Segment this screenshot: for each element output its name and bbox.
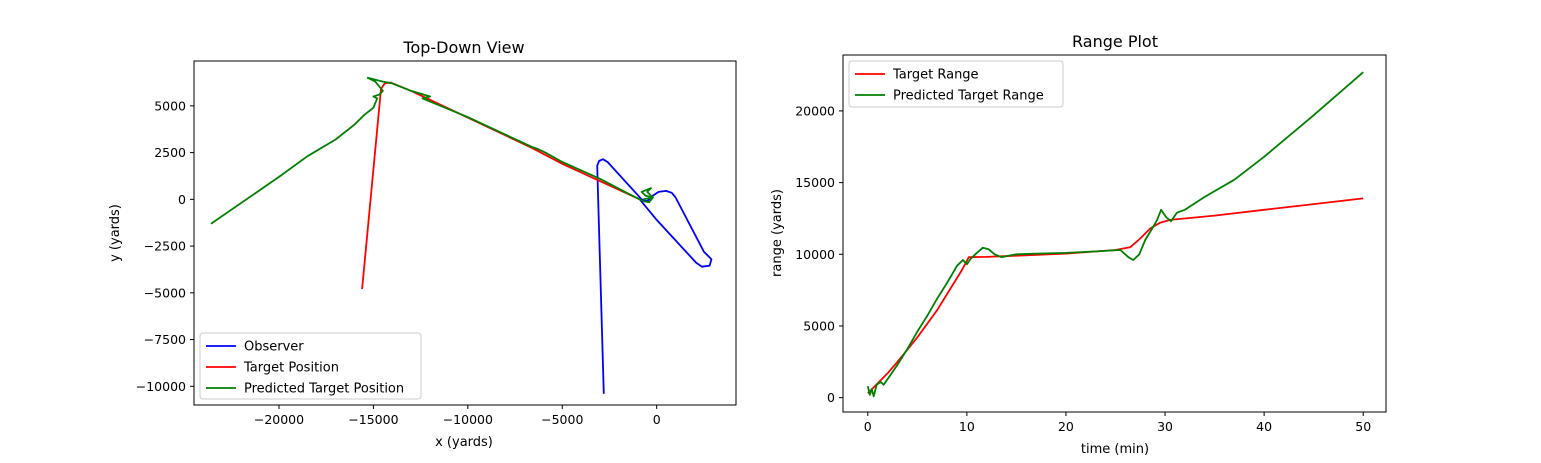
y-axis-label: range (yards) bbox=[770, 189, 785, 277]
legend-label: Predicted Target Position bbox=[244, 382, 404, 397]
y-tick-label: 0 bbox=[178, 192, 186, 207]
y-tick-label: −10000 bbox=[136, 379, 186, 394]
y-tick-label: 2500 bbox=[154, 145, 186, 160]
x-tick-label: −20000 bbox=[254, 412, 304, 427]
y-tick-label: 20000 bbox=[795, 103, 835, 118]
y-tick-label: 15000 bbox=[795, 175, 835, 190]
x-axis-label: x (yards) bbox=[435, 435, 493, 450]
x-tick-label: 10 bbox=[959, 419, 975, 434]
y-tick-label: −5000 bbox=[144, 285, 186, 300]
series-line bbox=[866, 71, 1364, 398]
y-tick-label: −7500 bbox=[144, 332, 186, 347]
x-tick-label: 30 bbox=[1157, 419, 1173, 434]
x-tick-label: 40 bbox=[1256, 419, 1272, 434]
chart-title: Range Plot bbox=[1072, 32, 1158, 51]
legend-label: Predicted Target Range bbox=[893, 89, 1044, 104]
y-tick-label: −2500 bbox=[144, 239, 186, 254]
y-tick-label: 5000 bbox=[154, 98, 186, 113]
plot-frame bbox=[842, 54, 1387, 413]
legend-box bbox=[199, 332, 422, 400]
series-layer bbox=[210, 76, 713, 394]
ticks-layer: 0 10 20 30 40 50 0 5000 10000 15000 20000 bbox=[795, 103, 1371, 434]
series-line bbox=[596, 158, 713, 394]
y-tick-label: 5000 bbox=[803, 318, 835, 333]
legend: Target Range Predicted Target Range bbox=[848, 60, 1064, 108]
x-tick-label: −15000 bbox=[348, 412, 398, 427]
x-tick-label: 0 bbox=[864, 419, 872, 434]
series-layer bbox=[866, 71, 1364, 398]
chart-title: Top-Down View bbox=[402, 38, 524, 57]
plot-frame bbox=[193, 60, 737, 406]
series-line bbox=[867, 197, 1364, 395]
x-tick-label: 0 bbox=[653, 412, 661, 427]
x-tick-label: −10000 bbox=[443, 412, 493, 427]
top-down-chart: Top-Down View −20000 −15000 −10000 −5000 0 −1… bbox=[108, 38, 737, 450]
y-tick-label: 10000 bbox=[795, 247, 835, 262]
x-axis-label: time (min) bbox=[1081, 442, 1149, 457]
y-tick-label: 0 bbox=[827, 390, 835, 405]
ticks-layer: −20000 −15000 −10000 −5000 0 −10000 −7500 −5000… bbox=[136, 98, 661, 427]
legend-box bbox=[848, 60, 1064, 108]
legend-label: Target Position bbox=[243, 361, 339, 376]
x-tick-label: −5000 bbox=[541, 412, 583, 427]
legend: Observer Target Position Predicted Target … bbox=[199, 332, 422, 400]
x-tick-label: 50 bbox=[1355, 419, 1371, 434]
legend-label: Observer bbox=[244, 340, 304, 355]
legend-label: Target Range bbox=[892, 68, 979, 83]
range-chart: Range Plot 0 10 20 30 40 50 0 5000 10000 15000 200… bbox=[770, 32, 1387, 457]
series-line bbox=[210, 76, 654, 225]
x-tick-label: 20 bbox=[1058, 419, 1074, 434]
y-axis-label: y (yards) bbox=[108, 204, 123, 262]
